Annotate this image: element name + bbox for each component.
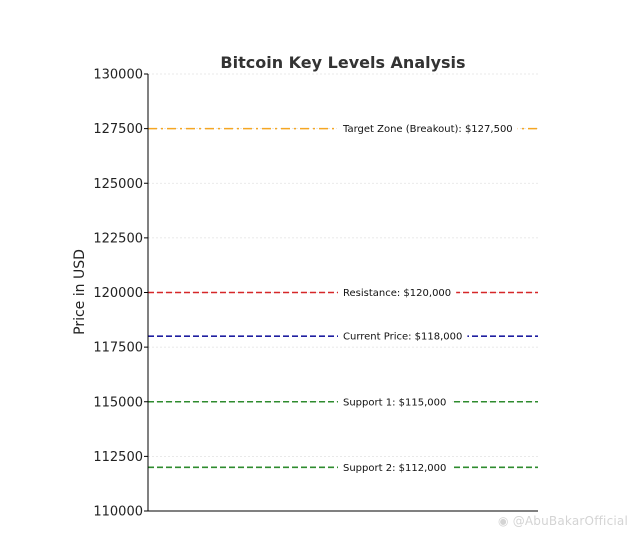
- y-tick-label: 110000: [93, 505, 143, 520]
- level-label: Support 2: $112,000: [343, 463, 446, 474]
- level-line: Resistance: $120,000: [148, 287, 538, 300]
- level-label-bg: [338, 461, 452, 475]
- y-tick-label: 125000: [93, 177, 143, 192]
- watermark-text: @AbuBakarOfficial: [512, 514, 628, 528]
- level-line: Support 1: $115,000: [148, 396, 538, 410]
- level-label-bg: [338, 330, 468, 344]
- y-tick-label: 115000: [93, 395, 143, 410]
- y-tick-label: 130000: [93, 68, 143, 83]
- level-label: Resistance: $120,000: [343, 288, 451, 299]
- level-label: Target Zone (Breakout): $127,500: [342, 124, 513, 135]
- level-label: Current Price: $118,000: [343, 332, 462, 343]
- level-label-bg: [338, 287, 457, 300]
- level-line: Support 2: $112,000: [148, 461, 538, 475]
- y-tick-label: 120000: [93, 286, 143, 301]
- y-tick-label: 117500: [93, 341, 143, 356]
- level-label-bg: [337, 123, 518, 137]
- y-ticks: 110000 112500 115000 117500 120000 122500 1250…: [93, 68, 148, 520]
- chart-title: Bitcoin Key Levels Analysis: [220, 53, 465, 72]
- watermark-icon: ◉: [498, 514, 509, 528]
- level-lines: Target Zone (Breakout): $127,500 Resistan…: [148, 123, 538, 475]
- level-label: Support 1: $115,000: [343, 397, 446, 408]
- y-tick-label: 112500: [93, 450, 143, 465]
- level-line: Current Price: $118,000: [148, 330, 538, 344]
- y-axis-label: Price in USD: [72, 249, 88, 335]
- level-line: Target Zone (Breakout): $127,500: [148, 123, 538, 137]
- watermark: ◉ @AbuBakarOfficial: [498, 514, 628, 528]
- y-tick-label: 122500: [93, 231, 143, 246]
- level-label-bg: [338, 396, 452, 410]
- y-tick-label: 127500: [93, 122, 143, 137]
